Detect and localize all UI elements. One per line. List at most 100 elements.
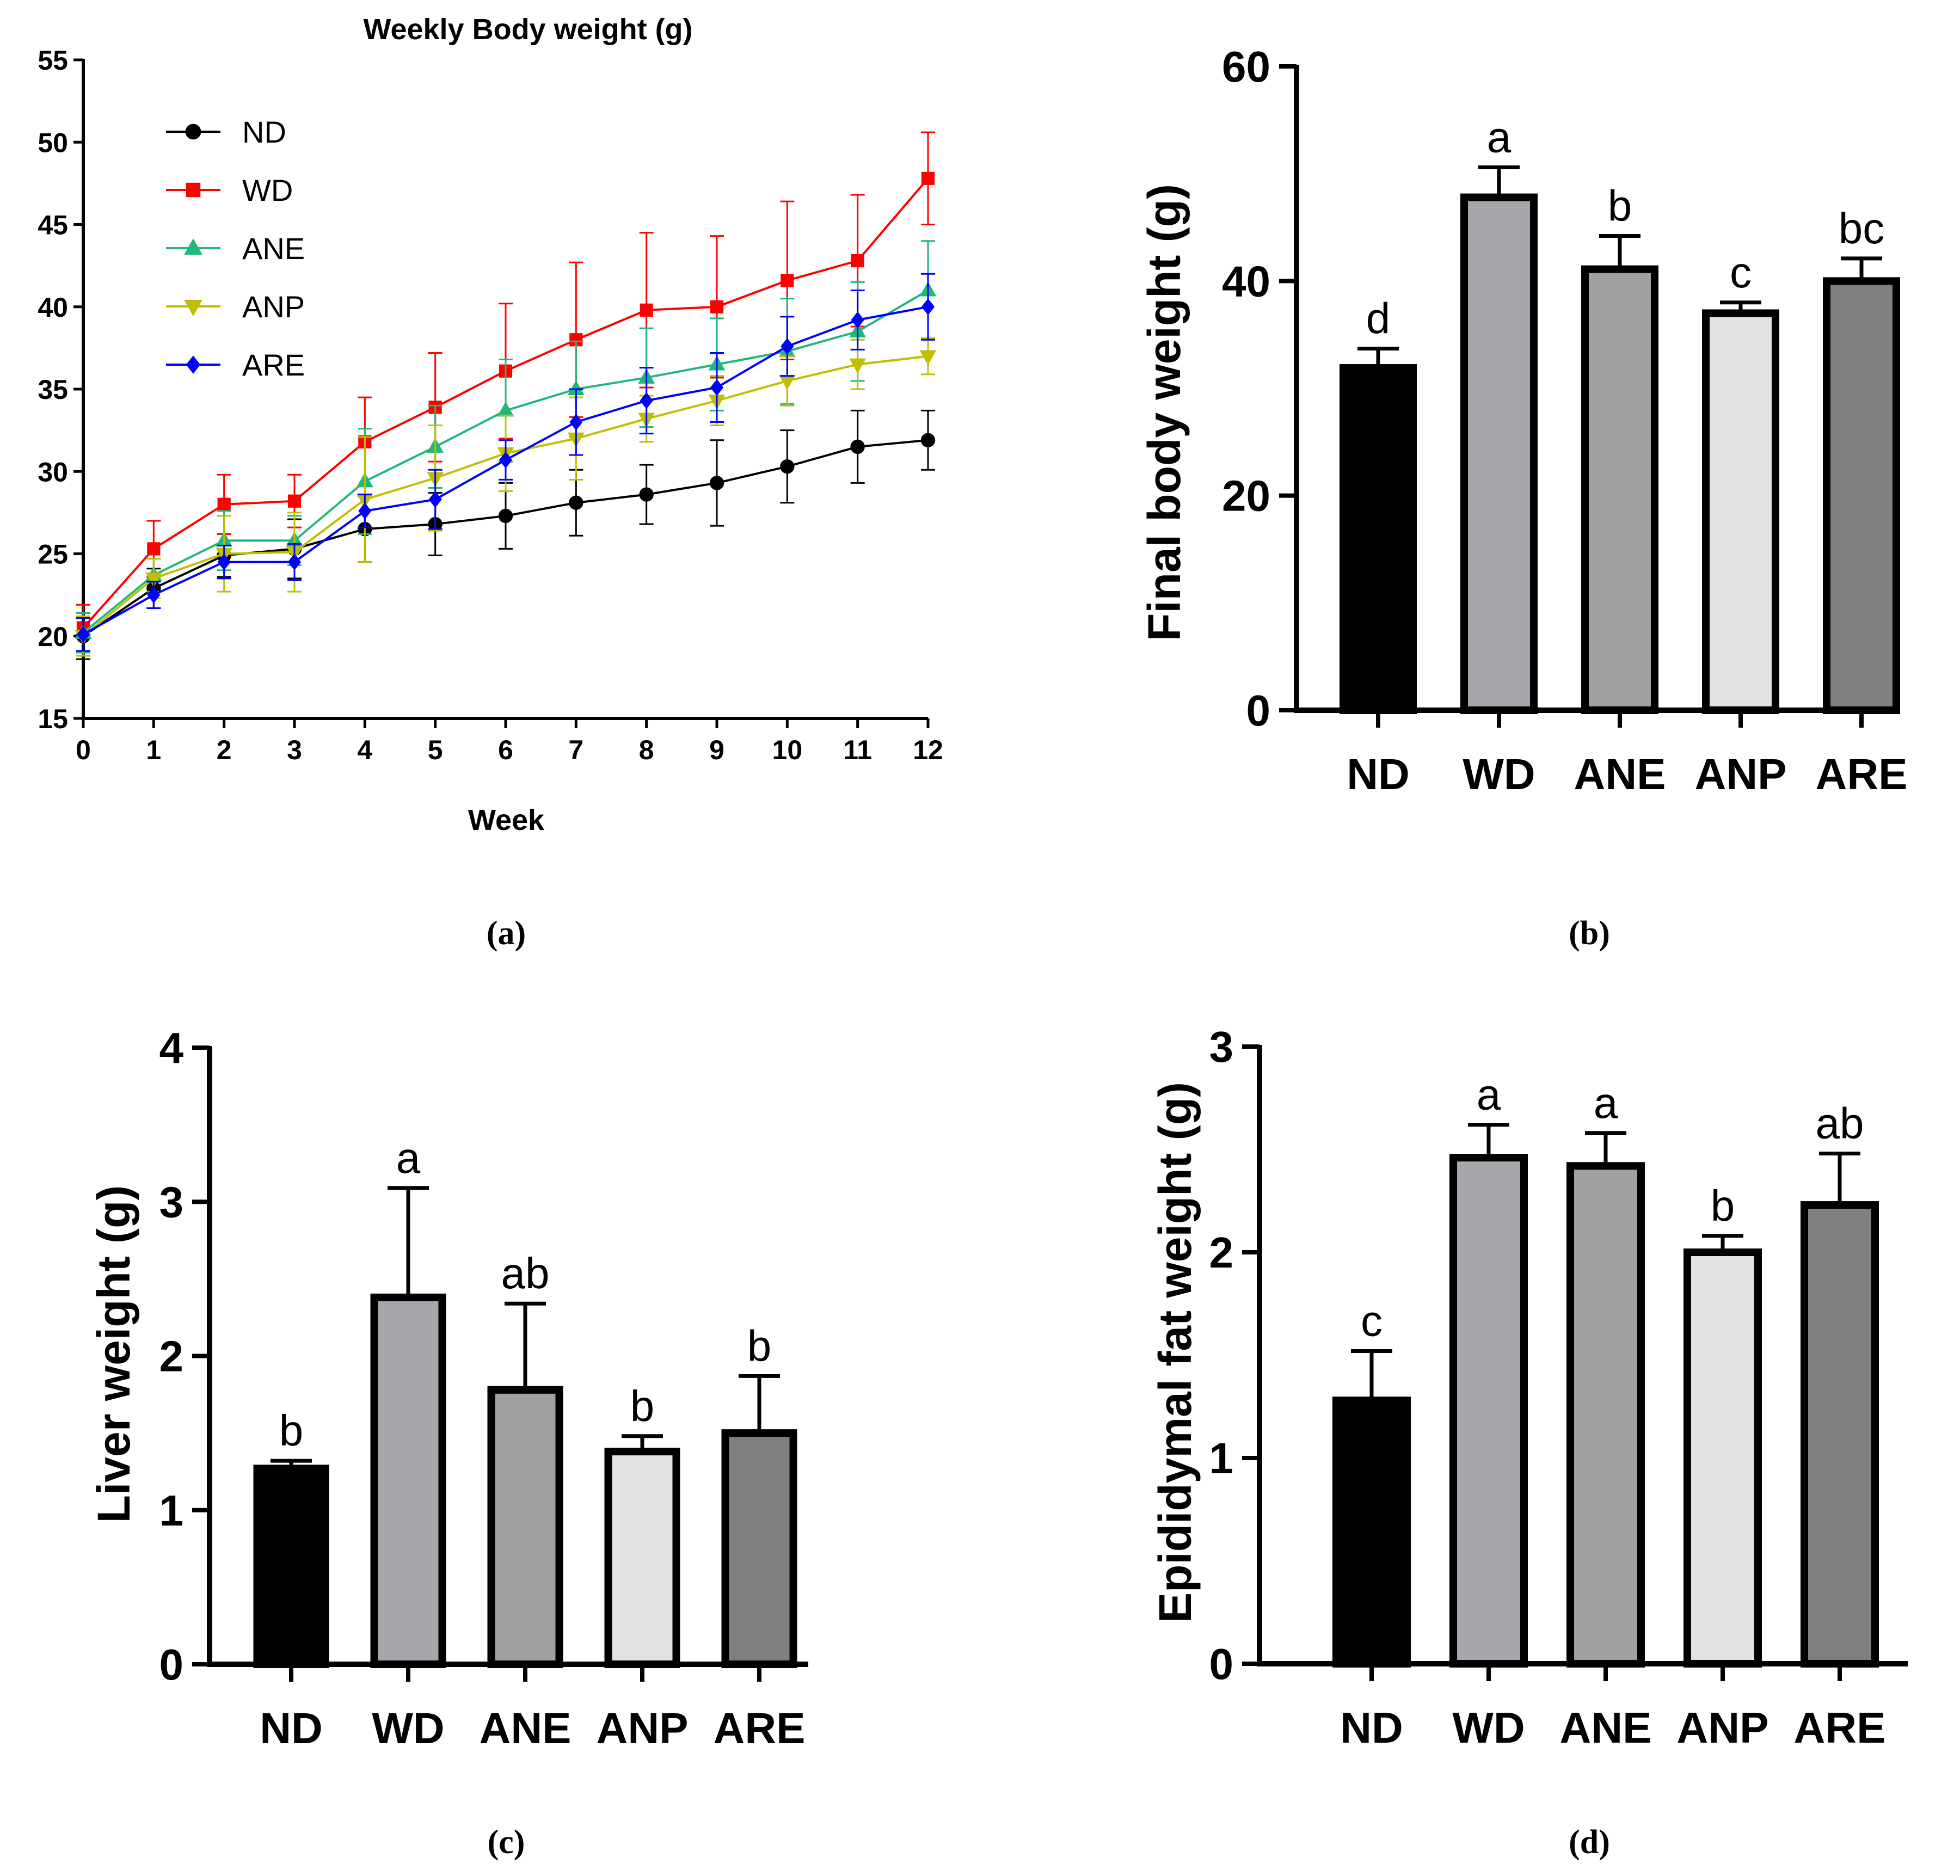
bar-wd [370, 1293, 446, 1668]
significance-letter: ab [1816, 1099, 1864, 1148]
bar-ane [1581, 265, 1658, 714]
ytick-label: 20 [1222, 472, 1270, 520]
data-point [147, 586, 161, 604]
bar-ane [487, 1386, 563, 1668]
panel-a-xtick-label: 6 [498, 735, 513, 765]
category-label: ARE [1816, 750, 1908, 798]
legend-label: ANP [242, 290, 305, 324]
panel-a-xlabel: Week [468, 804, 545, 836]
panel-a-ytick-label: 45 [38, 210, 68, 241]
ytick-label: 1 [1209, 1434, 1234, 1483]
significance-letter: b [630, 1382, 655, 1430]
category-label: ARE [714, 1704, 806, 1752]
significance-letter: a [396, 1134, 421, 1182]
data-point [778, 374, 796, 390]
data-point [781, 274, 794, 287]
data-point [850, 439, 865, 454]
data-point [919, 350, 937, 365]
series-are [76, 273, 935, 652]
panel-a-ytick-label: 15 [38, 704, 68, 734]
category-label: ANE [1574, 750, 1666, 798]
bar-nd [1332, 1397, 1411, 1668]
data-point [569, 495, 583, 510]
panel-a-weekly-body-weight: Weekly Body weight (g) Week (a) 15 20 25 30… [38, 13, 943, 952]
data-point [849, 358, 867, 374]
legend-marker [186, 355, 201, 374]
ytick-label: 2 [1209, 1228, 1234, 1277]
data-point [851, 311, 864, 329]
bar-wd [1449, 1154, 1528, 1668]
panel-a-xtick-label: 12 [913, 735, 943, 765]
legend-label: ARE [242, 348, 305, 382]
data-point [217, 553, 231, 571]
data-point [640, 392, 653, 409]
category-label: ND [260, 1704, 323, 1752]
category-label: ANE [480, 1704, 572, 1752]
panel-a-ytick-label: 55 [38, 45, 68, 76]
panel-a-xtick-label: 3 [287, 735, 302, 765]
panel-a-title: Weekly Body weight (g) [363, 13, 692, 46]
data-point [358, 502, 372, 520]
ytick-label: 0 [1209, 1640, 1234, 1688]
bar-are [721, 1429, 797, 1668]
data-point [428, 491, 442, 508]
ytick-label: 2 [159, 1332, 184, 1381]
bar-nd [1340, 364, 1417, 714]
panel-d-caption: (d) [1569, 1824, 1610, 1861]
significance-letter: c [1730, 248, 1752, 297]
data-point [217, 497, 231, 511]
panel-b-ylabel: Final body weight (g) [1139, 184, 1190, 641]
category-label: ANE [1560, 1703, 1652, 1752]
panel-a-xtick-label: 8 [639, 735, 654, 765]
legend-marker [184, 300, 202, 316]
data-point [498, 508, 513, 524]
panel-a-ytick-label: 25 [38, 539, 68, 570]
legend-label: WD [242, 173, 293, 207]
category-label: WD [1463, 750, 1535, 798]
ytick-label: 60 [1222, 42, 1270, 91]
ytick-label: 4 [159, 1024, 184, 1072]
panel-d-epididymal-fat-weight: Epididymal fat weight (g) (d) 0 1 2 3 c ND a WD… [1150, 1023, 1908, 1861]
ytick-label: 0 [1246, 686, 1271, 735]
panel-a-ytick-label: 20 [38, 622, 68, 652]
ytick-label: 3 [1209, 1023, 1234, 1071]
panel-b-caption: (b) [1569, 915, 1610, 952]
ytick-label: 40 [1222, 257, 1270, 305]
data-point [710, 379, 724, 396]
panel-a-ytick-label: 35 [38, 374, 68, 405]
panel-a-xtick-label: 2 [217, 735, 232, 765]
data-point [710, 300, 724, 313]
data-point [569, 414, 583, 430]
bar-anp [604, 1448, 680, 1668]
bar-anp [1702, 309, 1779, 714]
bar-ane [1566, 1162, 1645, 1668]
legend-label: ND [242, 115, 286, 149]
category-label: ANP [1695, 750, 1787, 798]
panel-b-final-body-weight: Final body weight (g) (b) 0 20 40 60 d ND a WD b… [1139, 42, 1907, 952]
data-point [640, 303, 653, 317]
legend-marker [184, 238, 202, 255]
category-label: ANP [597, 1704, 689, 1752]
panel-a-xtick-label: 1 [146, 735, 161, 765]
ytick-label: 0 [159, 1640, 184, 1689]
bar-wd [1460, 193, 1538, 714]
data-point [921, 298, 935, 316]
panel-a-ytick-label: 30 [38, 457, 68, 487]
panel-c-caption: (c) [488, 1824, 525, 1861]
bar-anp [1683, 1248, 1762, 1668]
data-point [851, 254, 864, 268]
category-label: ANP [1677, 1703, 1769, 1752]
ytick-label: 3 [159, 1178, 184, 1226]
ytick-label: 1 [159, 1486, 184, 1535]
data-point [921, 171, 935, 185]
significance-letter: b [1711, 1182, 1735, 1230]
category-label: WD [372, 1704, 444, 1752]
data-point [781, 337, 794, 355]
bar-are [1801, 1201, 1879, 1668]
panel-a-ytick-label: 50 [38, 127, 68, 158]
panel-a-xtick-label: 11 [843, 735, 872, 765]
panel-a-caption: (a) [487, 915, 526, 952]
legend-label: ANE [242, 231, 305, 266]
panel-a-ytick-label: 40 [38, 292, 68, 323]
